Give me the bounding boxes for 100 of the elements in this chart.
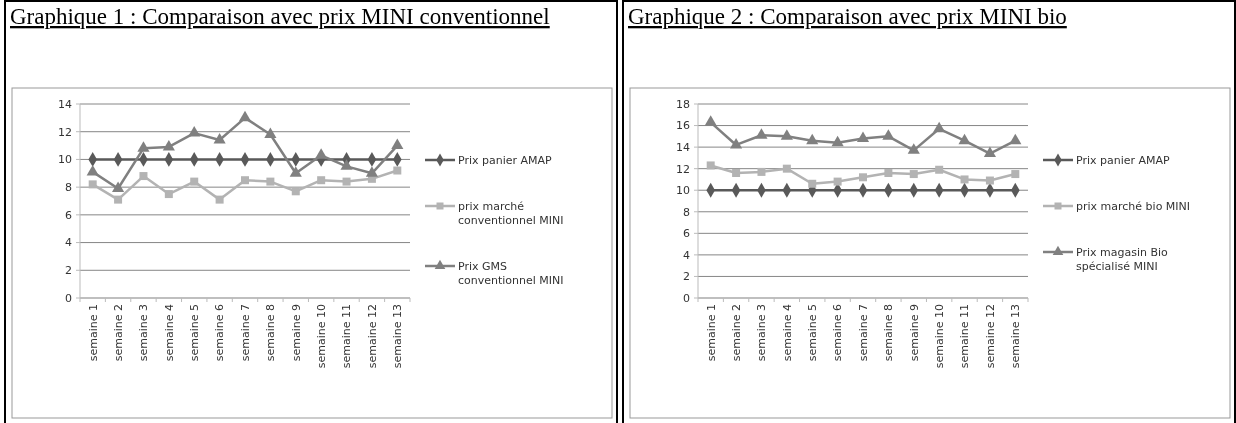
y-tick-label: 4 [65,236,72,250]
point [317,176,326,185]
point [393,166,402,175]
legend-label: Prix panier AMAP [1076,153,1171,167]
x-tick-label: semaine 8 [264,304,278,362]
x-tick-label: semaine 3 [755,304,769,362]
point [137,141,150,152]
point [238,110,252,122]
point [833,177,842,186]
x-tick-label: semaine 13 [391,304,405,369]
point [266,177,275,186]
point [241,176,249,185]
point [704,115,717,126]
x-tick-label: semaine 9 [907,304,921,362]
point [755,128,768,139]
x-tick-label: semaine 11 [340,304,354,369]
y-tick-label: 6 [65,208,72,222]
point [730,137,743,149]
point [757,167,766,176]
point [190,177,199,186]
x-tick-label: semaine 1 [86,304,100,362]
legend-label: prix marché conventionnel MINI [458,199,564,227]
point [164,190,173,199]
x-tick-label: semaine 4 [780,304,794,362]
point [907,143,920,154]
point [933,121,946,133]
point [342,177,351,186]
x-tick-label: semaine 7 [856,304,870,362]
point [856,131,870,142]
point [289,166,302,177]
point [985,176,994,185]
point [114,195,123,204]
x-tick-label: semaine 6 [213,304,227,362]
x-tick-label: semaine 11 [958,304,972,369]
point [882,129,895,140]
point [909,170,918,179]
point [935,165,944,174]
point [1011,170,1020,179]
point [112,181,125,193]
point [188,126,201,137]
x-tick-label: semaine 10 [933,304,946,369]
legend-label: Prix GMS conventionnel MINI [458,259,564,287]
y-tick-label: 10 [58,153,72,167]
point [806,133,819,145]
point [884,168,893,177]
point [213,133,226,144]
point [365,166,378,177]
point [162,139,175,151]
y-tick-label: 16 [676,119,690,133]
y-tick-label: 14 [676,140,690,154]
point [139,172,148,181]
y-tick-label: 8 [65,180,72,194]
point [264,127,277,138]
x-tick-label: semaine 9 [289,304,303,362]
point [780,129,793,140]
point [831,135,844,147]
x-tick-label: semaine 12 [365,304,379,369]
legend-label: Prix magasin Bio spécialisé MINI [1076,245,1169,273]
point [1009,133,1022,145]
point [291,187,300,196]
x-tick-label: semaine 7 [238,304,252,362]
x-tick-label: semaine 4 [162,304,176,362]
legend-label: prix marché bio MINI [1076,199,1191,213]
point [391,138,404,150]
point [86,164,99,176]
y-tick-label: 12 [676,162,690,176]
chart-title: Graphique 1 : Comparaison avec prix MINI conventionnel [10,4,550,29]
x-tick-label: semaine 1 [704,304,718,362]
y-tick-label: 14 [58,97,72,111]
x-tick-label: semaine 10 [315,304,328,369]
x-tick-label: semaine 12 [983,304,997,369]
point [706,161,715,170]
x-tick-label: semaine 8 [882,304,896,362]
point [782,164,791,173]
point [340,159,353,170]
y-tick-label: 0 [683,291,690,305]
x-tick-label: semaine 2 [729,304,743,362]
y-tick-label: 8 [683,205,690,219]
point [958,133,971,145]
point [732,168,741,177]
x-tick-label: semaine 3 [137,304,151,362]
y-tick-label: 10 [676,184,690,198]
y-tick-label: 12 [58,125,72,139]
y-tick-label: 2 [65,264,72,278]
y-tick-label: 6 [683,227,690,241]
x-tick-label: semaine 5 [188,304,202,362]
y-tick-label: 4 [683,248,690,262]
point [960,175,969,184]
x-tick-label: semaine 13 [1009,304,1023,369]
legend-label: Prix panier AMAP [458,153,553,167]
y-tick-label: 18 [676,97,690,111]
point [859,173,867,182]
x-tick-label: semaine 5 [806,304,820,362]
y-tick-label: 2 [683,270,690,284]
point [215,195,224,204]
chart-title: Graphique 2 : Comparaison avec prix MINI bio [628,4,1067,29]
point [983,146,996,158]
point [808,179,817,188]
x-tick-label: semaine 2 [111,304,125,362]
point [88,180,97,189]
